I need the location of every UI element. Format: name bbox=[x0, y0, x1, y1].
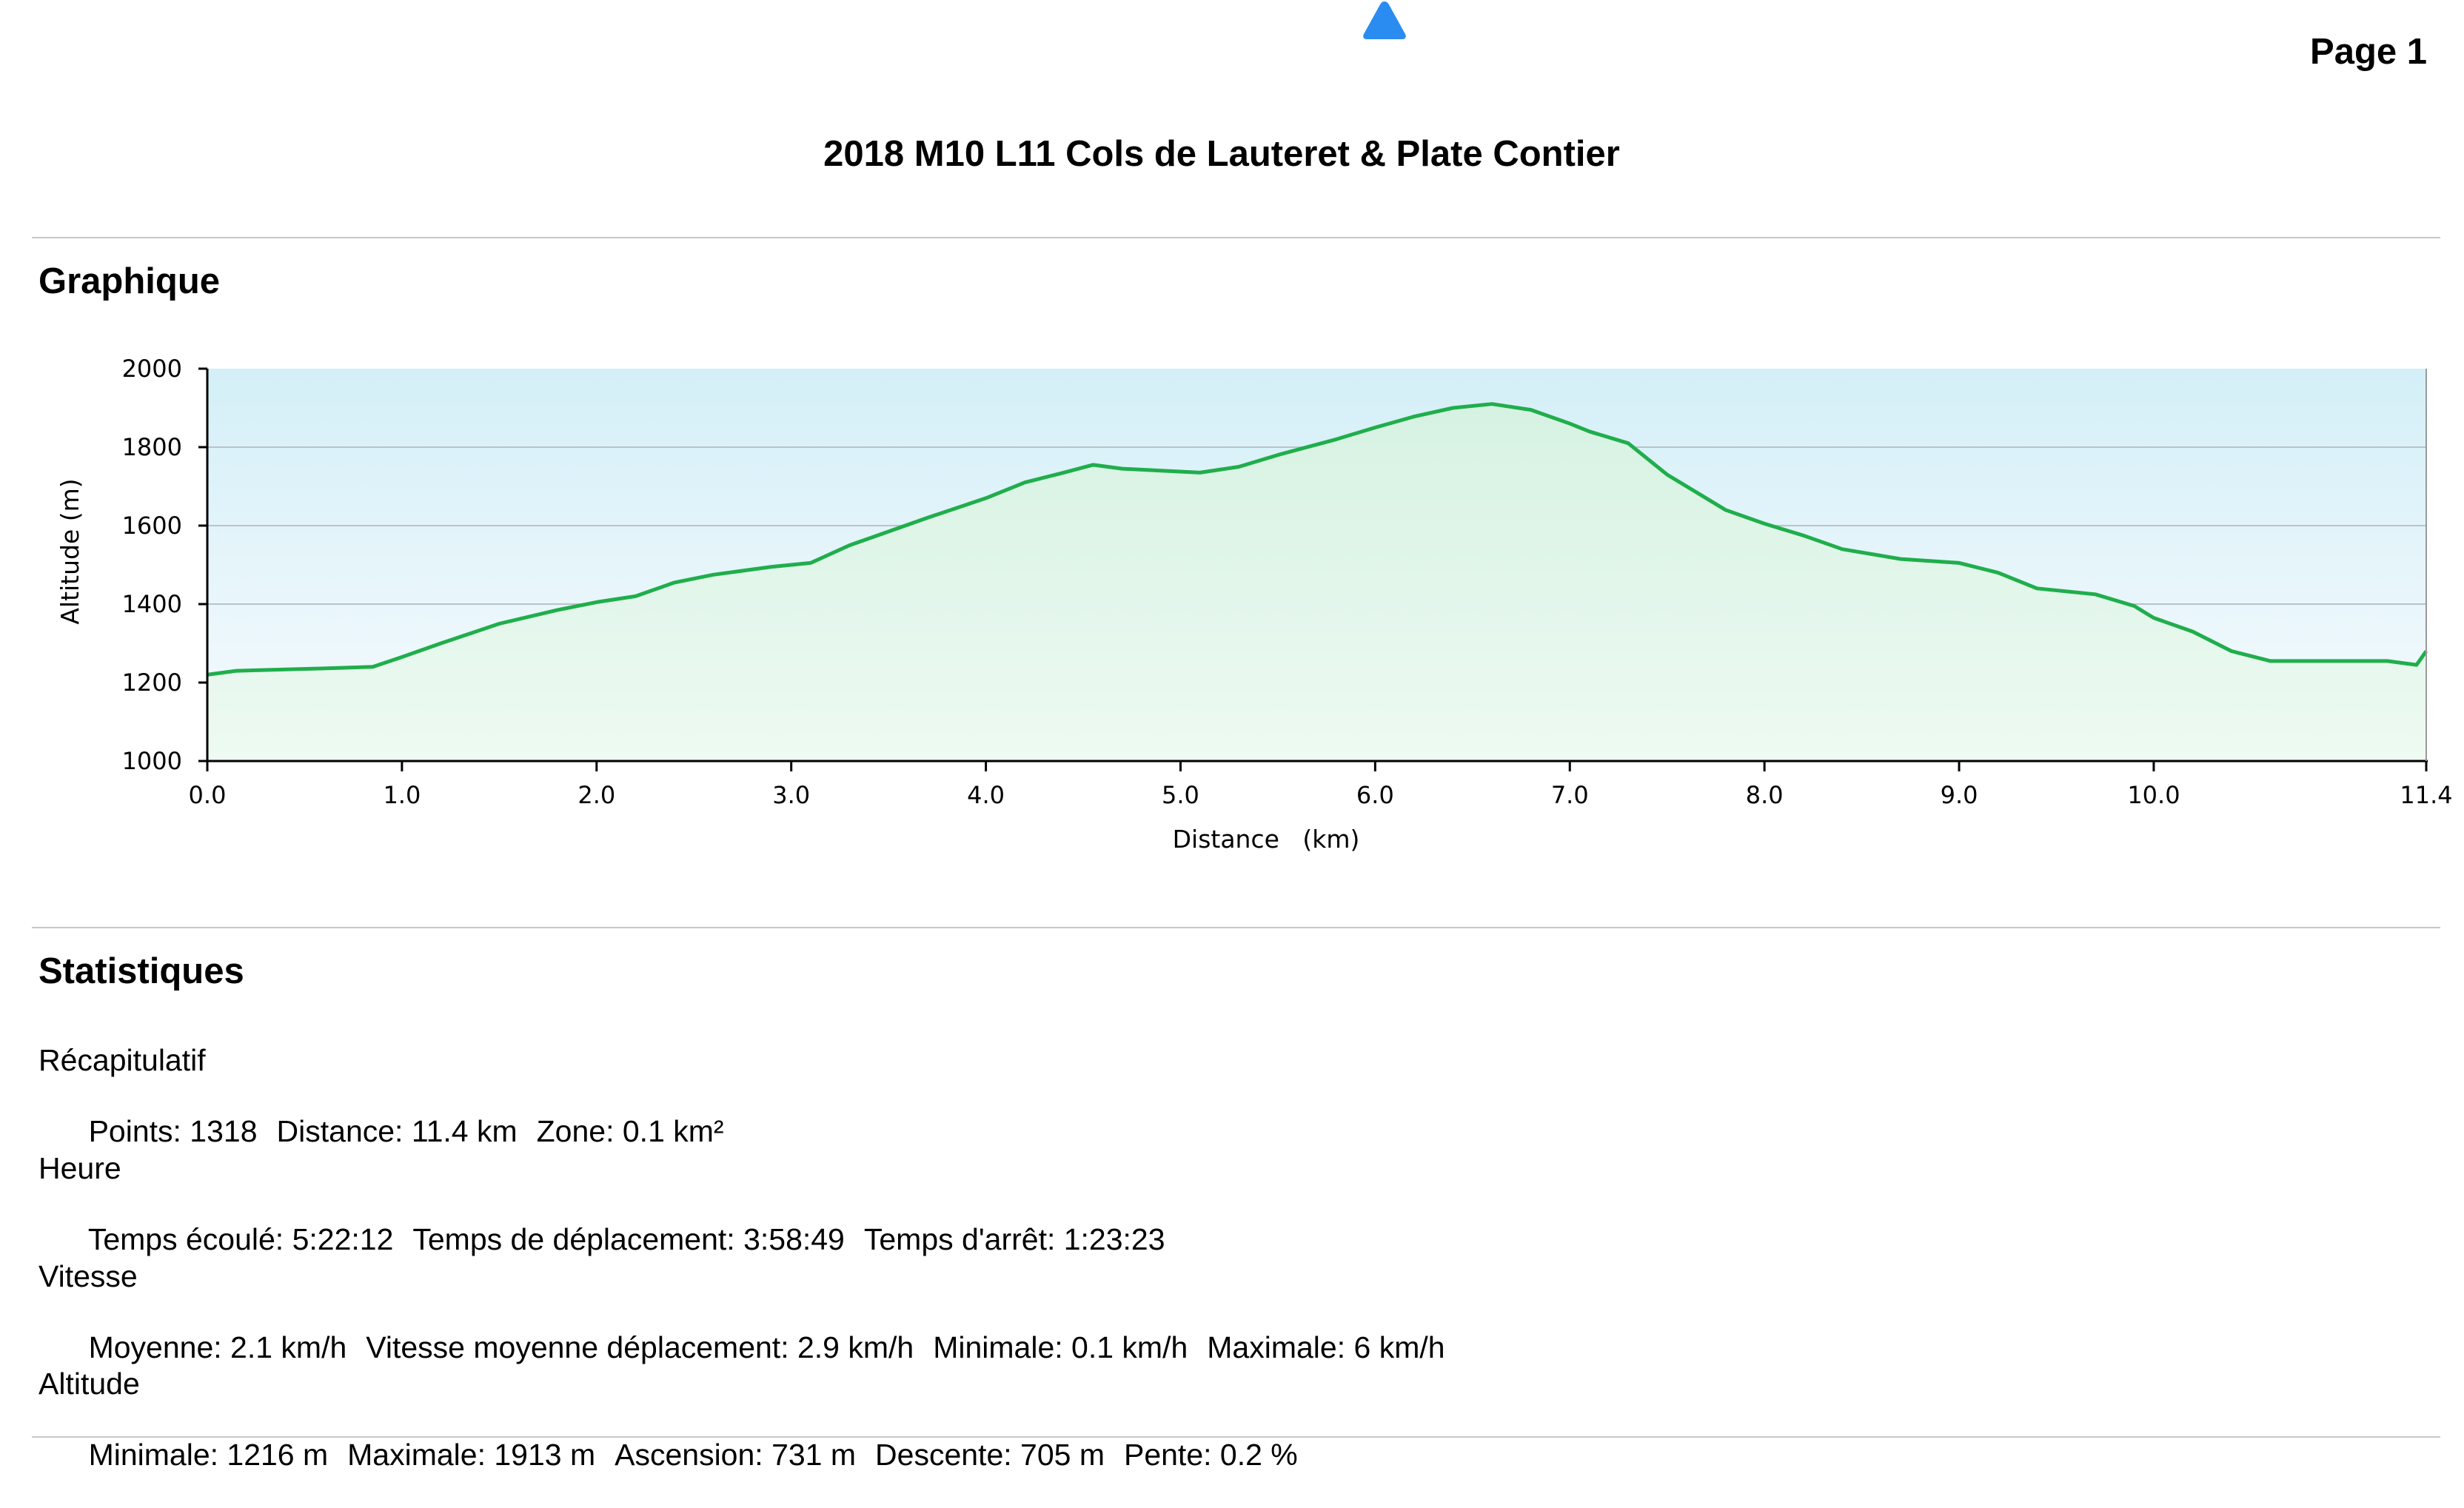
stat-value: Descente: 705 m bbox=[875, 1438, 1105, 1472]
stat-value: Minimale: 1216 m bbox=[88, 1438, 329, 1472]
stat-value: Distance: 11.4 km bbox=[276, 1114, 518, 1148]
stats-vitesse: Vitesse Moyenne: 2.1 km/h Vitesse moyenne… bbox=[38, 1259, 1464, 1401]
elevation-chart: 2000 1800 1600 1400 1200 1000 0.0 1.0 2.0 3.0 4.0… bbox=[56, 355, 2453, 854]
stat-value: Moyenne: 2.1 km/h bbox=[88, 1330, 347, 1364]
x-ticks: 0.0 1.0 2.0 3.0 4.0 5.0 6.0 7.0 8.0 9.0 10.0 11.4 bbox=[189, 761, 2453, 809]
y-tick-label: 1800 bbox=[122, 433, 182, 461]
elevation-area bbox=[207, 403, 2426, 761]
x-tick-label: 0.0 bbox=[189, 781, 227, 809]
stats-heure-heading: Heure bbox=[38, 1151, 121, 1185]
x-tick-label: 4.0 bbox=[967, 781, 1005, 809]
stat-value: Temps de déplacement: 3:58:49 bbox=[412, 1222, 845, 1256]
stats-heure: Heure Temps écoulé: 5:22:12 Temps de dépl… bbox=[38, 1150, 1185, 1293]
elevation-line bbox=[207, 402, 2428, 677]
x-tick-label: 6.0 bbox=[1356, 781, 1394, 809]
stat-value: Minimale: 0.1 km/h bbox=[933, 1330, 1188, 1364]
x-tick-label: 5.0 bbox=[1162, 781, 1199, 809]
stat-value: Temps écoulé: 5:22:12 bbox=[87, 1222, 394, 1256]
x-tick-label: 7.0 bbox=[1551, 781, 1589, 809]
y-tick-label: 2000 bbox=[122, 355, 182, 383]
stats-recap-values: Points: 1318 Distance: 11.4 km Zone: 0.1 k… bbox=[38, 1078, 743, 1184]
x-tick-label: 9.0 bbox=[1941, 781, 1978, 809]
y-tick-label: 1200 bbox=[122, 668, 182, 697]
triangle-icon bbox=[1363, 1, 1406, 39]
stat-value: Maximale: 6 km/h bbox=[1207, 1330, 1445, 1364]
x-tick-label: 10.0 bbox=[2127, 781, 2180, 809]
y-axis-label: Altitude (m) bbox=[56, 478, 84, 624]
stats-recap-heading: Récapitulatif bbox=[38, 1043, 206, 1077]
stat-value: Vitesse moyenne déplacement: 2.9 km/h bbox=[366, 1330, 914, 1364]
y-tick-label: 1400 bbox=[122, 590, 182, 618]
x-tick-label: 8.0 bbox=[1746, 781, 1784, 809]
stats-altitude-heading: Altitude bbox=[38, 1367, 140, 1401]
stats-vitesse-values: Moyenne: 2.1 km/h Vitesse moyenne déplace… bbox=[38, 1294, 1464, 1401]
stat-value: Maximale: 1913 m bbox=[347, 1438, 596, 1472]
divider bbox=[32, 237, 2440, 238]
stat-value: Pente: 0.2 % bbox=[1123, 1438, 1298, 1472]
stats-heure-values: Temps écoulé: 5:22:12 Temps de déplacemen… bbox=[38, 1186, 1185, 1293]
stat-value: Zone: 0.1 km² bbox=[536, 1114, 724, 1148]
x-tick-label: 3.0 bbox=[772, 781, 810, 809]
y-tick-label: 1600 bbox=[122, 512, 182, 540]
stats-recap: Récapitulatif Points: 1318 Distance: 11.4… bbox=[38, 1042, 743, 1184]
stat-value: Temps d'arrêt: 1:23:23 bbox=[863, 1222, 1165, 1256]
stats-altitude-values: Minimale: 1216 m Maximale: 1913 m Ascensio… bbox=[38, 1401, 1317, 1508]
section-title-stats: Statistiques bbox=[38, 951, 244, 991]
y-tick-label: 1000 bbox=[122, 747, 182, 775]
x-tick-label: 2.0 bbox=[578, 781, 615, 809]
page-title: 2018 M10 L11 Cols de Lauteret & Plate Co… bbox=[823, 134, 1620, 174]
divider bbox=[32, 927, 2440, 928]
x-tick-label: 1.0 bbox=[383, 781, 421, 809]
section-title-graph: Graphique bbox=[38, 261, 221, 301]
y-ticks: 2000 1800 1600 1400 1200 1000 bbox=[122, 355, 207, 775]
stats-vitesse-heading: Vitesse bbox=[38, 1259, 138, 1293]
stat-value: Points: 1318 bbox=[88, 1114, 258, 1148]
page-number: Page 1 bbox=[2310, 32, 2427, 72]
x-tick-label: 11.4 bbox=[2400, 781, 2452, 809]
divider bbox=[32, 1436, 2440, 1438]
x-axis-label: Distance (km) bbox=[1173, 825, 1360, 854]
stat-value: Ascension: 731 m bbox=[615, 1438, 857, 1472]
